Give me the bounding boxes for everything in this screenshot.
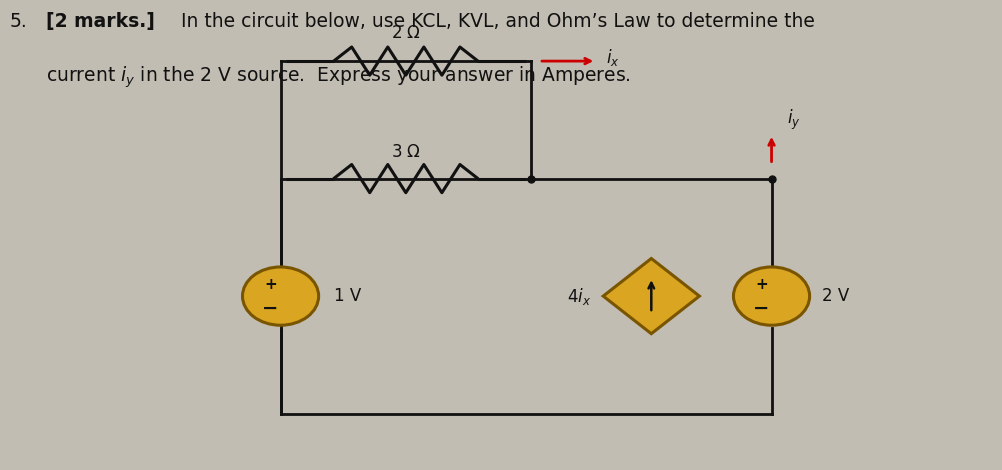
Ellipse shape: [242, 267, 319, 325]
Text: +: +: [756, 277, 768, 292]
Text: current $i_y$ in the 2 V source.  Express your answer in Amperes.: current $i_y$ in the 2 V source. Express…: [46, 65, 631, 90]
Text: $4i_x$: $4i_x$: [567, 286, 591, 306]
Text: −: −: [754, 299, 770, 318]
Text: In the circuit below, use KCL, KVL, and Ohm’s Law to determine the: In the circuit below, use KCL, KVL, and …: [175, 12, 816, 31]
Text: +: +: [265, 277, 277, 292]
Polygon shape: [603, 258, 699, 334]
Text: $i_y$: $i_y$: [787, 108, 801, 132]
Text: 1 V: 1 V: [334, 287, 361, 305]
Text: 5.: 5.: [10, 12, 28, 31]
Text: 2 $\Omega$: 2 $\Omega$: [391, 24, 421, 42]
Text: −: −: [263, 299, 279, 318]
Text: [2 marks.]: [2 marks.]: [46, 12, 155, 31]
Text: 3 $\Omega$: 3 $\Omega$: [391, 143, 421, 161]
Text: 2 V: 2 V: [822, 287, 849, 305]
Text: $i_x$: $i_x$: [606, 47, 620, 68]
Ellipse shape: [733, 267, 810, 325]
